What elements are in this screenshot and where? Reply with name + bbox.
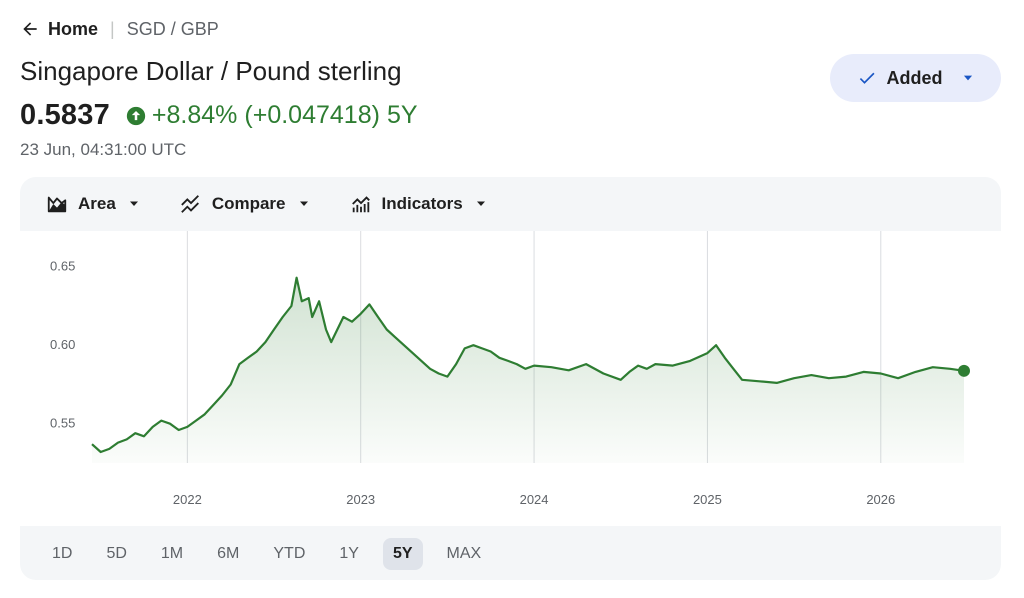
range-button-1d[interactable]: 1D	[52, 545, 73, 562]
breadcrumb-separator: |	[110, 18, 115, 39]
quote-timestamp: 23 Jun, 04:31:00 UTC	[20, 140, 187, 159]
range-button-5d[interactable]: 5D	[106, 545, 127, 562]
y-tick-label: 0.55	[50, 416, 75, 431]
price-area-fill	[92, 277, 964, 463]
arrow-up-circle-icon	[126, 106, 146, 125]
range-button-5y[interactable]: 5Y	[382, 538, 423, 570]
price-chart-svg: 2022 2023 2024 2025 2026 0.55 0.60 0.65	[50, 231, 970, 507]
indicators-dropdown[interactable]: Indicators	[350, 193, 487, 215]
compare-lines-icon	[180, 194, 199, 213]
current-price-dot	[958, 364, 970, 377]
price-change: +8.84% (+0.047418) 5Y	[126, 101, 425, 130]
breadcrumb-current: SGD / GBP	[126, 18, 219, 39]
y-tick-label: 0.65	[50, 259, 75, 274]
added-to-watchlist-button[interactable]: Added	[830, 54, 1001, 102]
x-tick-label: 2026	[866, 492, 895, 507]
breadcrumb-home-link[interactable]: Home	[48, 18, 99, 39]
change-period: 5Y	[386, 101, 418, 129]
caret-down-icon	[299, 201, 308, 206]
check-icon	[859, 72, 874, 84]
chart-type-dropdown[interactable]: Area	[46, 193, 140, 215]
range-button-6m[interactable]: 6M	[217, 545, 240, 562]
chart-card: Area Compare Indicators 2022 2023 2024 2025…	[20, 177, 1001, 580]
range-button-1y[interactable]: 1Y	[339, 545, 359, 562]
indicators-label: Indicators	[381, 193, 463, 213]
range-button-ytd[interactable]: YTD	[273, 545, 306, 562]
chart-toolbar: Area Compare Indicators	[20, 177, 1001, 230]
indicators-icon	[351, 195, 370, 212]
change-percent: +8.84%	[151, 101, 238, 129]
breadcrumb: Home | SGD / GBP	[20, 17, 219, 41]
x-tick-label: 2024	[520, 492, 549, 507]
price-chart[interactable]: 2022 2023 2024 2025 2026 0.55 0.60 0.65	[20, 231, 1001, 526]
range-button-max[interactable]: MAX	[446, 545, 482, 562]
compare-label: Compare	[211, 193, 286, 213]
added-button-label: Added	[886, 67, 943, 88]
back-arrow-icon[interactable]	[20, 19, 40, 39]
page-title: Singapore Dollar / Pound sterling	[20, 56, 402, 86]
x-tick-label: 2022	[173, 492, 202, 507]
area-chart-icon	[47, 196, 67, 212]
change-absolute: (+0.047418)	[244, 101, 380, 129]
range-selector: 1D 5D 1M 6M YTD 1Y 5Y MAX	[20, 528, 1001, 580]
quote-row: 0.5837 +8.84% (+0.047418) 5Y	[20, 99, 425, 132]
y-tick-label: 0.60	[50, 337, 75, 352]
x-tick-label: 2023	[346, 492, 375, 507]
caret-down-icon	[476, 201, 485, 206]
compare-dropdown[interactable]: Compare	[180, 193, 310, 215]
chart-type-label: Area	[78, 193, 116, 213]
x-tick-label: 2025	[693, 492, 722, 507]
range-button-1m[interactable]: 1M	[160, 545, 184, 562]
current-price: 0.5837	[20, 99, 110, 131]
caret-down-icon	[963, 75, 972, 81]
caret-down-icon	[129, 201, 138, 206]
price-line	[91, 276, 965, 454]
